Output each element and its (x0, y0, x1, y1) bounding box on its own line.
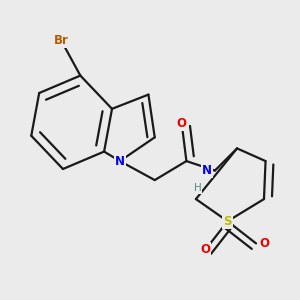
Text: O: O (200, 243, 210, 256)
Text: N: N (115, 154, 125, 168)
Text: Br: Br (54, 34, 69, 47)
Text: N: N (202, 164, 212, 177)
Text: O: O (177, 117, 187, 130)
Text: H: H (194, 183, 201, 193)
Text: S: S (223, 215, 232, 228)
Text: O: O (259, 237, 269, 250)
